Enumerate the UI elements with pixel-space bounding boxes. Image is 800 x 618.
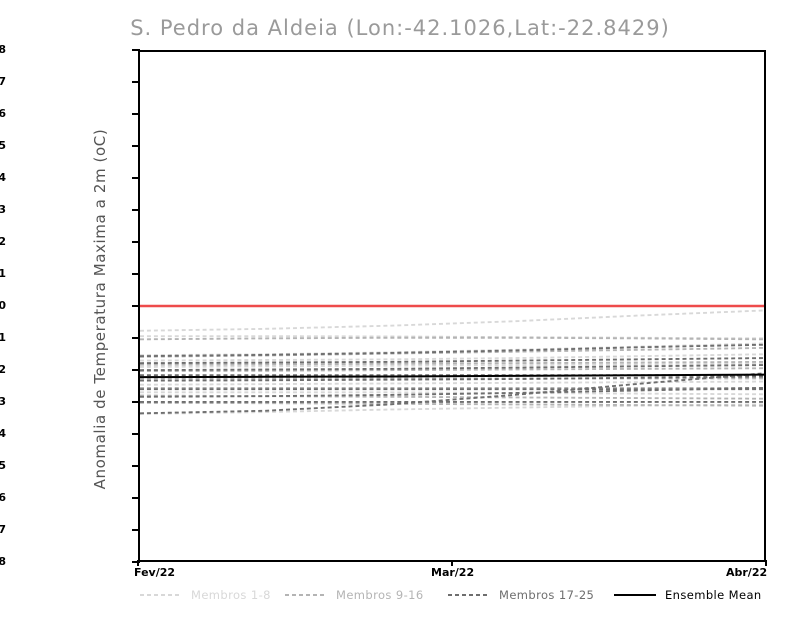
y-tick-mark	[132, 465, 140, 467]
y-tick-mark	[132, 369, 140, 371]
series-line	[140, 343, 764, 358]
y-tick-label: -3	[0, 395, 6, 408]
y-tick-label: -1	[0, 331, 6, 344]
y-tick-label: -4	[0, 427, 6, 440]
y-tick-mark	[132, 497, 140, 499]
legend-label: Membros 9-16	[336, 588, 424, 602]
legend-item[interactable]: Membros 17-25	[448, 586, 594, 604]
x-tick-label: Mar/22	[431, 566, 475, 579]
y-tick-label: -8	[0, 555, 6, 568]
x-tick-mark	[451, 560, 453, 566]
legend-line-swatch	[448, 594, 490, 596]
series-line	[140, 373, 764, 379]
legend-line-swatch	[614, 594, 656, 596]
y-tick-label: -7	[0, 523, 6, 536]
y-tick-label: 0	[0, 299, 6, 312]
y-tick-mark	[132, 529, 140, 531]
y-tick-mark	[132, 241, 140, 243]
y-tick-label: 1	[0, 267, 6, 280]
plot-area	[138, 50, 766, 562]
y-tick-label: -2	[0, 363, 6, 376]
y-tick-label: -6	[0, 491, 6, 504]
x-tick-label: Fev/22	[134, 566, 176, 579]
series-line	[140, 336, 764, 341]
y-tick-mark	[132, 273, 140, 275]
series-line	[140, 401, 764, 407]
legend-label: Membros 1-8	[191, 588, 271, 602]
series-line	[140, 391, 764, 396]
y-tick-mark	[132, 113, 140, 115]
y-tick-mark	[132, 81, 140, 83]
legend-item[interactable]: Ensemble Mean	[614, 586, 762, 604]
legend-item[interactable]: Membros 9-16	[285, 586, 424, 604]
legend-line-swatch	[140, 594, 182, 596]
y-tick-mark	[132, 305, 140, 307]
y-tick-mark	[132, 337, 140, 339]
legend-label: Ensemble Mean	[665, 588, 762, 602]
y-tick-label: 4	[0, 171, 6, 184]
y-tick-mark	[132, 209, 140, 211]
y-tick-mark	[132, 177, 140, 179]
y-tick-mark	[132, 561, 140, 563]
x-tick-label: Abr/22	[726, 566, 768, 579]
y-tick-mark	[132, 433, 140, 435]
legend-item[interactable]: Membros 1-8	[140, 586, 271, 604]
y-tick-mark	[132, 401, 140, 403]
y-tick-label: -5	[0, 459, 6, 472]
y-tick-label: 6	[0, 107, 6, 120]
y-tick-label: 8	[0, 43, 6, 56]
x-tick-mark	[765, 560, 767, 566]
chart-title: S. Pedro da Aldeia (Lon:-42.1026,Lat:-22…	[130, 16, 670, 40]
y-axis-label: Anomalia de Temperatura Maxima a 2m (oC)	[91, 128, 109, 490]
y-tick-label: 7	[0, 75, 6, 88]
y-tick-mark	[132, 145, 140, 147]
y-tick-label: 2	[0, 235, 6, 248]
legend-label: Membros 17-25	[499, 588, 595, 602]
y-tick-label: 5	[0, 139, 6, 152]
chart-legend: Membros 1-8 Membros 9-16 Membros 17-25 Ense…	[0, 586, 800, 606]
series-lines	[140, 304, 764, 415]
x-tick-mark	[137, 560, 139, 566]
legend-line-swatch	[285, 594, 327, 596]
y-tick-label: 3	[0, 203, 6, 216]
series-line	[140, 309, 764, 332]
y-tick-mark	[132, 49, 140, 51]
